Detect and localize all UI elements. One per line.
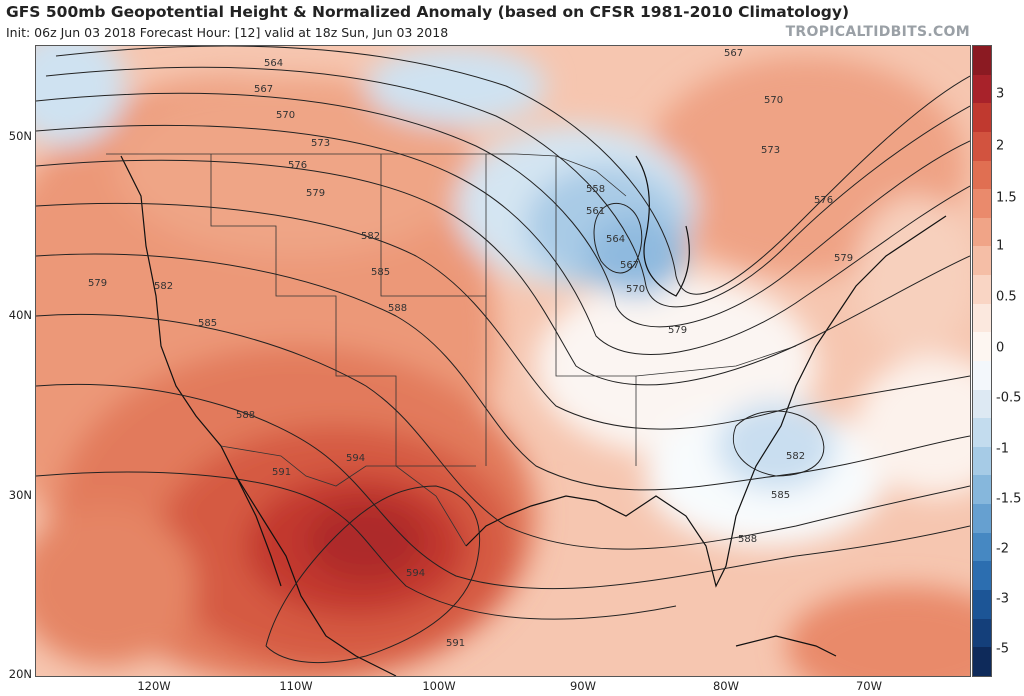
anomaly-map: 564 567 570 573 576 579 582 585 588 591 … [35, 45, 971, 677]
lon-label-100w: 100W [422, 679, 456, 693]
colorbar-label: -0.5 [996, 390, 1022, 406]
contour-label: 594 [406, 568, 425, 579]
colorbar-label: 3 [996, 86, 1005, 102]
contour-label: 570 [764, 95, 783, 106]
colorbar-segment [973, 532, 991, 562]
colorbar-label: -1.5 [996, 491, 1022, 507]
colorbar-segment [973, 103, 991, 132]
contour-labels: 564 567 570 573 576 579 582 585 588 591 … [88, 48, 853, 649]
contour-label: 588 [236, 410, 255, 421]
lon-label-90w: 90W [569, 679, 597, 693]
colorbar-segment [973, 504, 991, 533]
contour-label: 579 [834, 253, 853, 264]
colorbar-segment [973, 618, 991, 648]
contour-label: 582 [154, 281, 173, 292]
colorbar-segment [973, 475, 991, 504]
contour-label: 567 [254, 84, 273, 95]
contour-label: 561 [586, 206, 605, 217]
contour-label: 582 [361, 231, 380, 242]
contour-label: 579 [88, 278, 107, 289]
contour-label: 573 [761, 145, 780, 156]
contour-label: 591 [272, 467, 291, 478]
colorbar-segment [973, 332, 991, 361]
contour-label: 573 [311, 138, 330, 149]
lon-label-120w: 120W [137, 679, 171, 693]
colorbar-label: 0.5 [996, 289, 1017, 305]
lat-label-50n: 50N [8, 129, 32, 143]
colorbar-segment [973, 303, 991, 333]
map-title: GFS 500mb Geopotential Height & Normaliz… [6, 3, 850, 21]
contour-label: 588 [738, 534, 757, 545]
colorbar-segment [973, 46, 991, 75]
site-credit: TROPICALTIDBITS.COM [785, 24, 970, 40]
contour-label: 594 [346, 453, 365, 464]
colorbar-label: 1.5 [996, 190, 1017, 206]
contour-label: 582 [786, 451, 805, 462]
contour-label: 585 [198, 318, 217, 329]
colorbar-label: -3 [996, 591, 1009, 607]
contour-label: 564 [606, 234, 625, 245]
colorbar-segment [973, 217, 991, 247]
colorbar-segment [973, 418, 991, 447]
contour-label: 576 [288, 160, 307, 171]
lat-label-40n: 40N [8, 308, 32, 322]
contour-label: 567 [724, 48, 743, 59]
colorbar-segment [973, 589, 991, 619]
lon-label-110w: 110W [279, 679, 313, 693]
contour-label: 588 [388, 303, 407, 314]
contour-label: 591 [446, 638, 465, 649]
colorbar-segment [973, 360, 991, 390]
lat-label-30n: 30N [8, 488, 32, 502]
colorbar-label: 2 [996, 138, 1005, 154]
colorbar-segment [973, 275, 991, 304]
colorbar-label: -5 [996, 641, 1009, 657]
colorbar [972, 45, 992, 677]
borders [106, 153, 797, 547]
contour-label: 576 [814, 195, 833, 206]
colorbar-segment [973, 131, 991, 161]
colorbar-segment [973, 446, 991, 476]
colorbar-label: 0 [996, 340, 1005, 356]
height-contours [36, 46, 970, 663]
colorbar-segment [973, 246, 991, 275]
lon-label-70w: 70W [855, 679, 883, 693]
contour-label: 579 [306, 188, 325, 199]
colorbar-segment [973, 160, 991, 190]
lon-label-80w: 80W [712, 679, 740, 693]
contour-label: 564 [264, 58, 283, 69]
colorbar-segment [973, 389, 991, 419]
colorbar-segment [973, 74, 991, 104]
colorbar-segment [973, 647, 991, 676]
colorbar-segment [973, 561, 991, 590]
contour-label: 585 [771, 490, 790, 501]
contour-label: 585 [371, 267, 390, 278]
lat-label-20n: 20N [8, 667, 32, 681]
contour-label: 570 [276, 110, 295, 121]
contour-label: 579 [668, 325, 687, 336]
colorbar-label: -1 [996, 441, 1009, 457]
colorbar-segment [973, 189, 991, 218]
colorbar-label: -2 [996, 541, 1009, 557]
coastlines [120, 155, 947, 676]
map-subtitle: Init: 06z Jun 03 2018 Forecast Hour: [12… [6, 25, 449, 40]
contour-label: 570 [626, 284, 645, 295]
contour-label: 558 [586, 184, 605, 195]
contour-label: 567 [620, 260, 639, 271]
colorbar-label: 1 [996, 238, 1005, 254]
